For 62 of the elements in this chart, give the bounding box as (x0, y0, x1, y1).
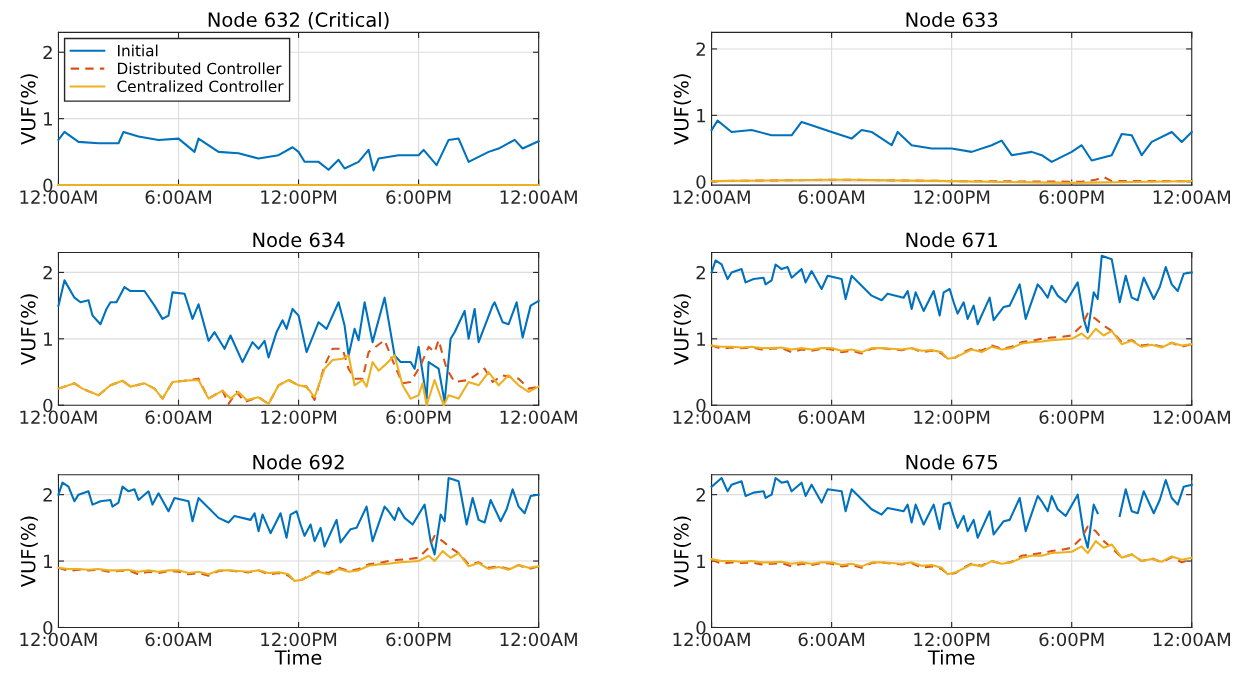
chart-title: Node 671 (906, 232, 997, 248)
x-tick-label: 12:00AM (1153, 190, 1230, 204)
y-axis-title: VUF(%) (20, 516, 38, 588)
y-axis-title: VUF(%) (20, 74, 38, 145)
line-series (57, 130, 540, 172)
y-tick-label: 1 (44, 332, 52, 346)
y-tick-label: 0 (696, 175, 706, 189)
chart-title: Node 675 (906, 454, 997, 470)
x-tick-label: 6:00PM (1039, 410, 1104, 425)
line-series (710, 540, 1193, 576)
y-tick-label: 0 (696, 398, 706, 413)
y-tick-label: 1 (44, 554, 52, 568)
y-tick-label: 2 (43, 45, 52, 60)
x-tick-label: 12:00AM (500, 190, 577, 204)
chart-title: Node 632 (Critical) (208, 12, 389, 30)
legend-label: Initial (118, 44, 158, 57)
x-tick-label: 12:00PM (261, 632, 337, 647)
x-tick-label: 12:00AM (1153, 632, 1230, 647)
x-tick-label: 12:00PM (914, 410, 990, 425)
y-tick-label: 1 (697, 554, 706, 568)
x-tick-label: 6:00PM (1039, 190, 1104, 204)
line-series (710, 119, 1193, 163)
y-tick-label: 2 (696, 265, 705, 280)
x-tick-label: 12:00AM (1153, 410, 1230, 425)
y-tick-label: 1 (697, 332, 706, 346)
y-tick-label: 2 (696, 488, 705, 502)
x-tick-label: 6:00AM (798, 632, 865, 647)
x-tick-label: 12:00PM (261, 190, 337, 204)
y-tick-label: 2 (696, 42, 705, 56)
x-tick-label: 12:00AM (500, 410, 577, 425)
x-tick-label: 12:00PM (261, 410, 337, 425)
x-tick-label: 12:00AM (673, 190, 750, 204)
y-axis-title: VUF(%) (673, 516, 691, 588)
legend-label: Distributed Controller (118, 62, 282, 75)
chart-title: Node 692 (253, 454, 344, 470)
x-tick-label: 12:00PM (914, 632, 990, 647)
chart-title: Node 633 (906, 12, 998, 28)
y-axis-title: VUF(%) (20, 294, 38, 365)
x-tick-label: 12:00AM (500, 632, 577, 647)
legend-label: Centralized Controller (117, 80, 284, 93)
x-axis-title: Time (927, 649, 975, 665)
y-axis-title: VUF(%) (673, 294, 691, 365)
x-tick-label: 6:00PM (386, 190, 451, 204)
x-tick-label: 6:00PM (386, 632, 451, 647)
x-axis-title: Time (274, 649, 322, 665)
x-tick-label: 6:00AM (798, 410, 865, 425)
x-tick-label: 6:00AM (798, 190, 865, 204)
x-tick-label: 6:00PM (386, 410, 451, 425)
line-series (57, 550, 540, 583)
x-tick-label: 6:00AM (145, 410, 211, 425)
y-tick-label: 2 (43, 265, 52, 280)
x-tick-label: 6:00PM (1039, 632, 1104, 647)
y-tick-label: 1 (44, 112, 52, 126)
x-tick-label: 6:00AM (145, 632, 211, 647)
y-tick-label: 2 (43, 488, 52, 502)
y-axis-title: VUF(%) (673, 74, 691, 145)
line-series (710, 327, 1193, 360)
x-tick-label: 6:00AM (145, 190, 211, 204)
x-tick-label: 12:00PM (914, 190, 990, 204)
x-tick-label: 12:00AM (673, 410, 750, 425)
y-tick-label: 1 (697, 109, 706, 123)
chart-title: Node 634 (253, 232, 345, 248)
